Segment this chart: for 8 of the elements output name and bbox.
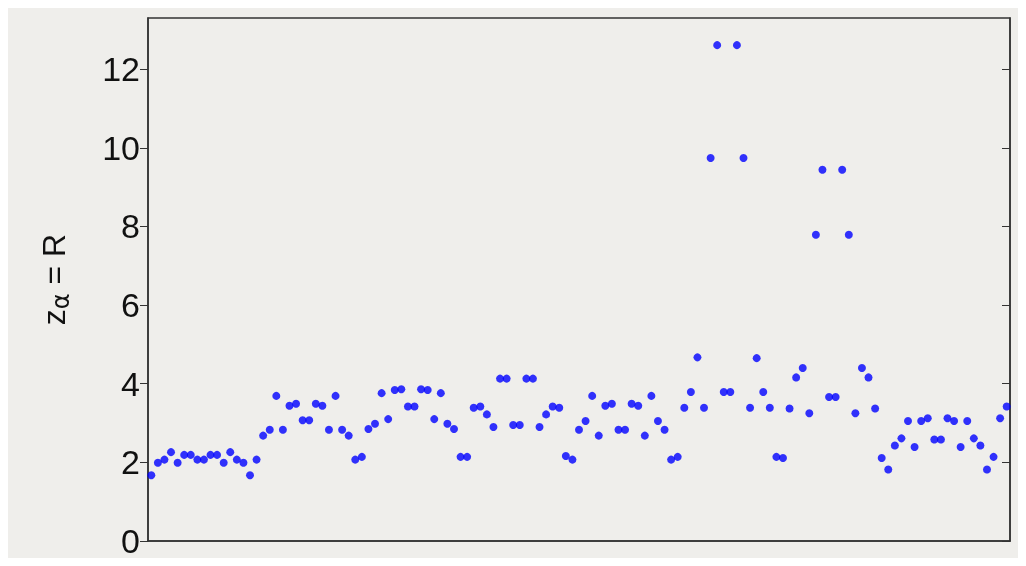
y-tick-label: 6	[121, 286, 140, 325]
y-tick-label: 4	[121, 364, 140, 403]
y-tick-label: 0	[121, 522, 140, 560]
y-tick-label: 12	[102, 50, 140, 89]
y-axis-title: zα = R	[36, 233, 75, 326]
y-tick-label: 8	[121, 207, 140, 246]
y-tick-label: 2	[121, 443, 140, 482]
y-tick-label: 10	[102, 128, 140, 167]
